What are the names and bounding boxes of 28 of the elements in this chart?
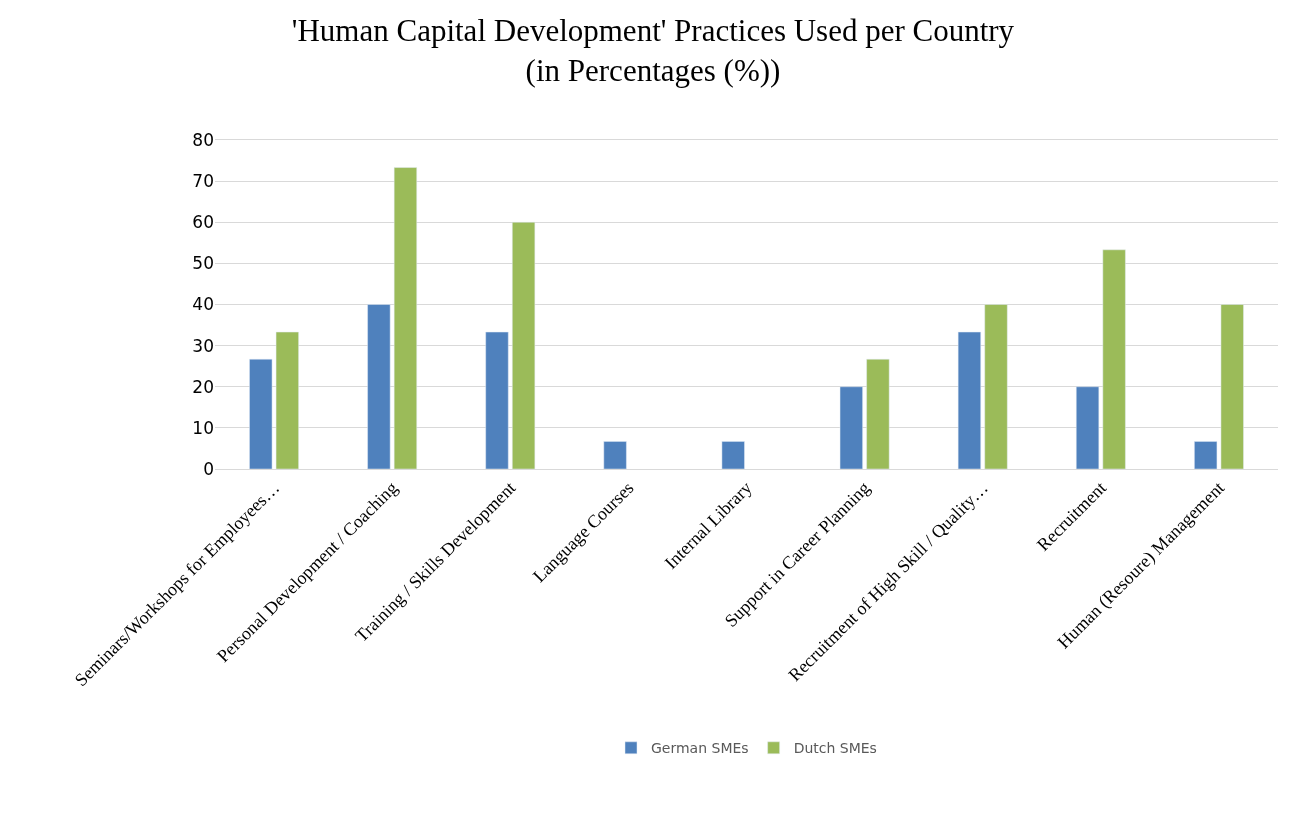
bar: [984, 304, 1008, 469]
bar: [485, 331, 509, 469]
bar: [866, 358, 890, 469]
bar: [249, 358, 273, 469]
bar: [1194, 441, 1218, 469]
bar: [512, 222, 536, 469]
bar: [1076, 386, 1100, 469]
legend-label: German SMEs: [651, 740, 749, 757]
y-tick-label: 70: [192, 171, 214, 192]
bar: [957, 331, 981, 469]
y-tick-label: 80: [192, 129, 214, 150]
y-tick-label: 60: [192, 212, 214, 233]
bar: [721, 441, 745, 469]
y-tick-label: 20: [192, 376, 214, 397]
y-tick-label: 10: [192, 417, 214, 438]
bar: [1220, 304, 1244, 469]
bar: [393, 167, 417, 469]
y-tick-label: 30: [192, 335, 214, 356]
y-tick-label: 40: [192, 294, 214, 315]
bar: [275, 331, 299, 469]
chart-title: 'Human Capital Development' Practices Used per Country (in Percentages (%)): [291, 12, 1015, 88]
bar: [603, 441, 627, 469]
bar: [839, 386, 863, 469]
bar: [1102, 249, 1126, 469]
bar: [367, 304, 391, 469]
legend-label: Dutch SMEs: [793, 740, 877, 757]
y-tick-label: 0: [203, 458, 214, 479]
y-tick-label: 50: [192, 253, 214, 274]
